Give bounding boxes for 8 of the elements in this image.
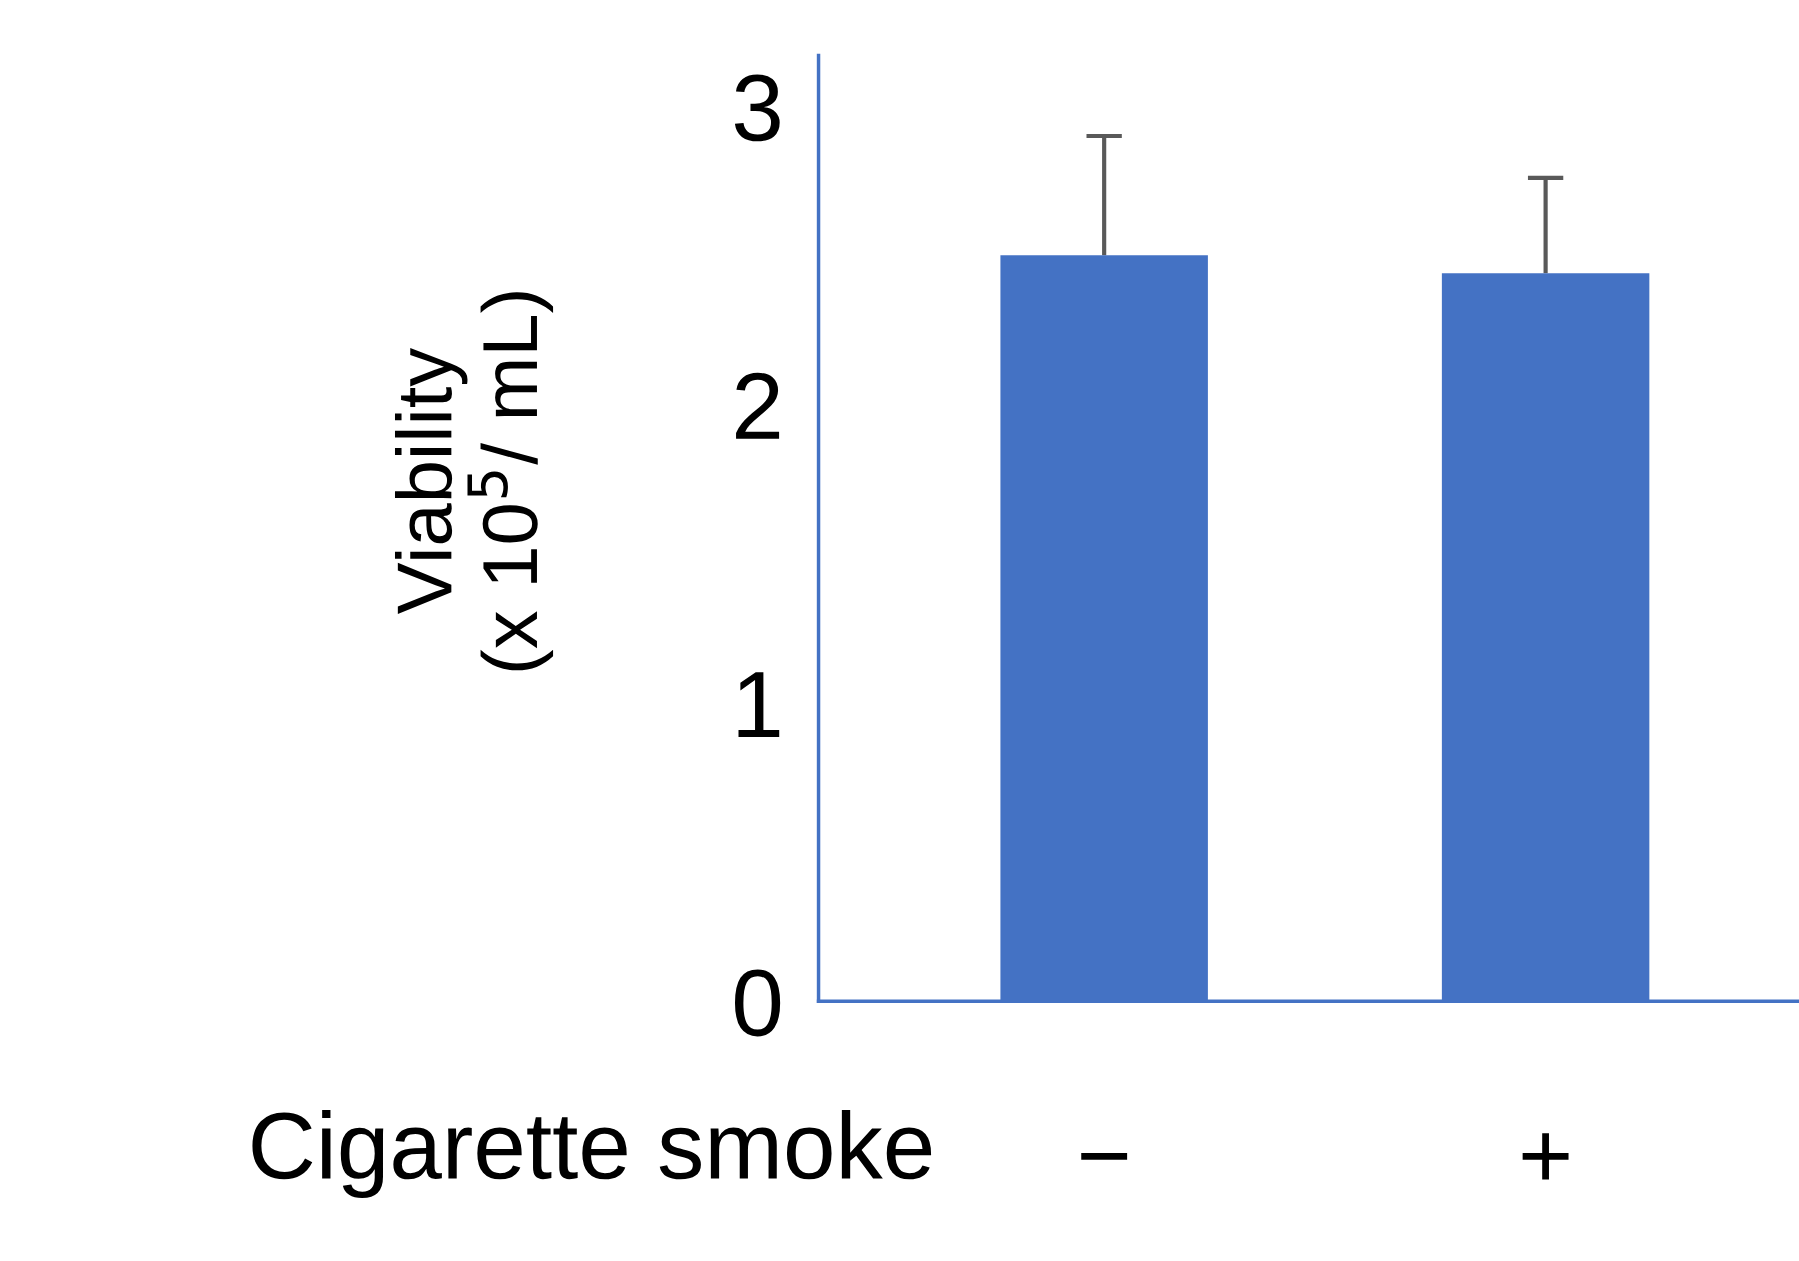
- y-tick-label: 3: [734, 74, 780, 142]
- y-axis-title: Viability (x 10$^{5}$/ mL): [394, 292, 554, 671]
- x-tick-label: +: [1522, 1133, 1569, 1180]
- x-tick-label: −: [1081, 1152, 1128, 1160]
- y-tick-label: 0: [734, 969, 781, 1037]
- y-tick-label: 1: [738, 672, 780, 738]
- x-axis-title: Cigarette smoke: [252, 1110, 932, 1199]
- y-tick-label: 2: [736, 372, 780, 439]
